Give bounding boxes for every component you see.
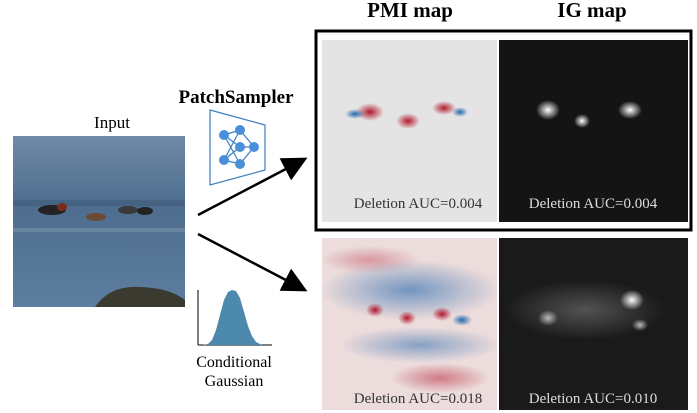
ig-map-top [499, 40, 688, 222]
pmi-title: PMI map [367, 0, 453, 22]
pmi-map-bottom [320, 238, 500, 410]
ig-title: IG map [557, 0, 626, 22]
sampler-label: PatchSampler [178, 87, 294, 108]
gaussian-label: Conditional [196, 354, 272, 371]
deletion-auc: Deletion AUC=0.004 [529, 196, 658, 212]
input-image [13, 136, 185, 307]
deletion-auc: Deletion AUC=0.018 [354, 391, 482, 407]
gaussian-histogram [198, 290, 272, 345]
network-icon [210, 110, 265, 185]
deletion-auc: Deletion AUC=0.010 [529, 391, 657, 407]
gaussian-label: Gaussian [205, 373, 264, 390]
arrow [198, 234, 303, 289]
arrow [198, 160, 303, 215]
deletion-auc: Deletion AUC=0.004 [354, 196, 483, 212]
input-label: Input [94, 113, 130, 132]
pmi-map-top [322, 40, 497, 222]
figure: PMI map IG map Input PatchSampler Condit… [0, 0, 697, 413]
ig-map-bottom [499, 238, 688, 410]
